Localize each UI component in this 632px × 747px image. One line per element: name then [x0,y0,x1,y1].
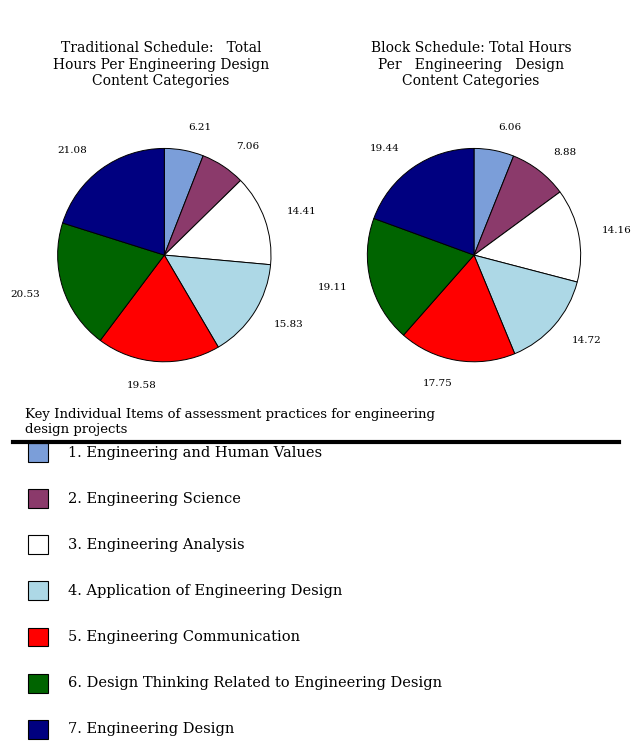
Wedge shape [474,192,581,282]
Wedge shape [374,149,474,255]
Wedge shape [100,255,218,362]
FancyBboxPatch shape [28,443,48,462]
Text: 19.11: 19.11 [318,282,348,291]
Text: 5. Engineering Communication: 5. Engineering Communication [68,630,300,644]
Text: 8.88: 8.88 [554,148,577,157]
Wedge shape [474,156,560,255]
FancyBboxPatch shape [28,627,48,646]
Wedge shape [403,255,514,362]
FancyBboxPatch shape [28,536,48,554]
Wedge shape [58,223,164,341]
Wedge shape [63,149,164,255]
Text: 2. Engineering Science: 2. Engineering Science [68,492,241,506]
Wedge shape [164,156,241,255]
Text: 3. Engineering Analysis: 3. Engineering Analysis [68,538,245,552]
Text: 1. Engineering and Human Values: 1. Engineering and Human Values [68,446,322,459]
Text: 15.83: 15.83 [274,320,304,329]
Text: 6.21: 6.21 [188,123,212,131]
Text: 14.72: 14.72 [572,336,602,345]
Text: Key Individual Items of assessment practices for engineering
design projects: Key Individual Items of assessment pract… [25,408,435,436]
Text: 6. Design Thinking Related to Engineering Design: 6. Design Thinking Related to Engineerin… [68,676,442,690]
Text: Block Schedule: Total Hours
Per   Engineering   Design
Content Categories: Block Schedule: Total Hours Per Engineer… [370,41,571,88]
Text: 7. Engineering Design: 7. Engineering Design [68,722,234,737]
Wedge shape [164,181,271,264]
FancyBboxPatch shape [28,674,48,692]
Text: 6.06: 6.06 [499,123,522,131]
FancyBboxPatch shape [28,581,48,601]
Text: 21.08: 21.08 [58,146,87,155]
Text: 14.41: 14.41 [287,207,317,216]
Text: 20.53: 20.53 [11,291,40,300]
Wedge shape [164,255,270,347]
Wedge shape [164,149,203,255]
Text: 17.75: 17.75 [423,379,453,388]
Text: 19.44: 19.44 [370,144,399,153]
Text: 14.16: 14.16 [602,226,631,235]
Wedge shape [367,218,474,335]
Text: 19.58: 19.58 [127,380,157,389]
FancyBboxPatch shape [28,720,48,739]
Text: Traditional Schedule:   Total
Hours Per Engineering Design
Content Categories: Traditional Schedule: Total Hours Per En… [53,41,269,88]
Wedge shape [474,149,514,255]
Wedge shape [474,255,577,353]
Text: 4. Application of Engineering Design: 4. Application of Engineering Design [68,584,343,598]
Text: 7.06: 7.06 [236,142,259,151]
FancyBboxPatch shape [28,489,48,508]
